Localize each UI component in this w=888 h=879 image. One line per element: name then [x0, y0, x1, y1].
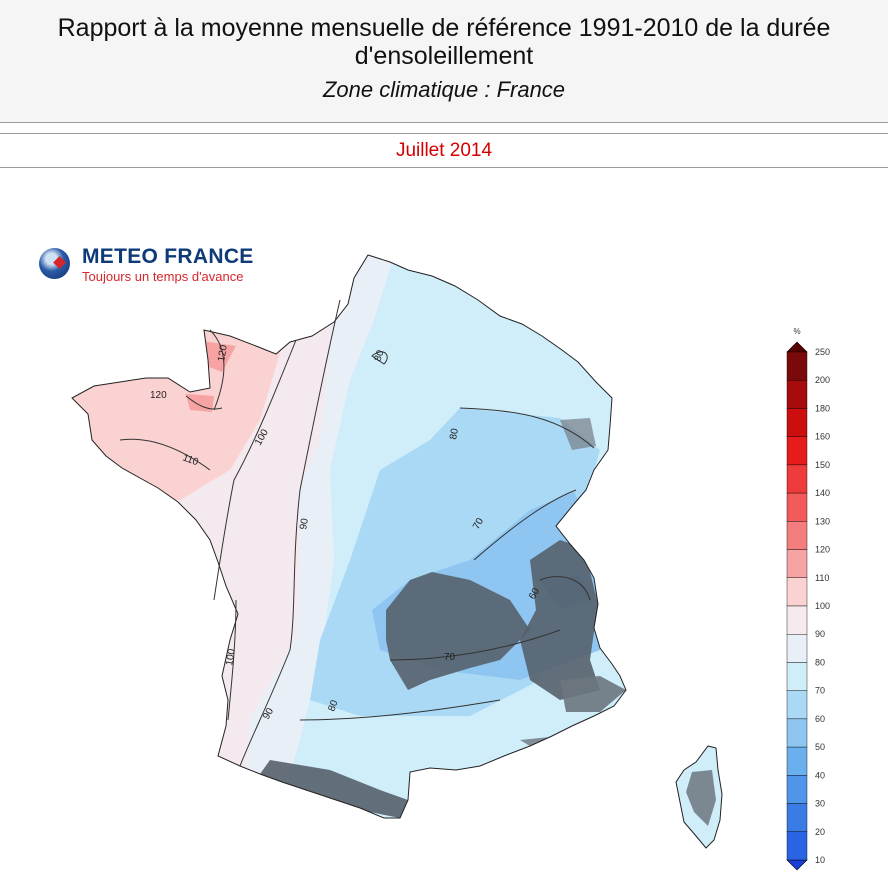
- contour-70a-line: [473, 489, 577, 561]
- divider-top: [0, 133, 888, 134]
- title-line-1: Rapport à la moyenne mensuelle de référe…: [57, 14, 831, 42]
- header: Rapport à la moyenne mensuelle de référe…: [0, 0, 888, 123]
- mainland-france-fill: [72, 255, 626, 818]
- contour-100b-line: [227, 599, 237, 721]
- contour-label-70a: 70: [471, 516, 486, 532]
- contour-label-80a: 80: [372, 348, 386, 363]
- contour-label-80c: 80: [326, 698, 340, 713]
- contour-60-line: [539, 576, 591, 601]
- contour-80c-line: [299, 699, 501, 721]
- contour-labels: 120 120 110 100 100 90 90 80 80 80 70 70…: [150, 344, 542, 722]
- title-line-2: d'ensoleillement: [354, 42, 534, 70]
- contour-100a-line: [213, 339, 297, 601]
- contour-label-100b: 100: [224, 648, 238, 667]
- date-label: Juillet 2014: [395, 140, 493, 161]
- contour-label-90a: 90: [298, 517, 311, 530]
- contour-90b-line: [239, 649, 291, 767]
- logo-name: METEO FRANCE: [82, 245, 254, 268]
- contour-80b-line: [459, 407, 595, 449]
- corsica-border: [675, 745, 723, 849]
- contour-label-80b: 80: [448, 427, 461, 440]
- contour-label-120: 120: [216, 344, 230, 363]
- contour-110-line: [119, 438, 211, 471]
- france-sunshine-map: 120 120 110 100 100 90 90 80 80 80 70 70…: [71, 254, 723, 849]
- meteo-france-logo: METEO FRANCE Toujours un temps d'avance: [39, 245, 279, 285]
- contour-120b-line: [185, 395, 223, 410]
- contour-90a-line: [289, 299, 341, 651]
- contour-70b-line: [389, 629, 561, 661]
- contour-label-120b: 120: [150, 390, 167, 401]
- contour-label-90b: 90: [261, 706, 276, 722]
- logo-tagline: Toujours un temps d'avance: [82, 269, 244, 284]
- contour-120-line: [209, 329, 225, 411]
- contour-80a-line: [371, 351, 388, 365]
- meteo-france-emblem-icon: [39, 248, 70, 279]
- subtitle: Zone climatique : France: [322, 77, 566, 102]
- divider-bottom: [0, 167, 888, 168]
- contour-label-70b: 70: [444, 652, 456, 663]
- france-border: [71, 254, 627, 819]
- contour-lines: [119, 299, 595, 767]
- contour-label-60: 60: [527, 586, 542, 602]
- contour-label-110: 110: [181, 452, 200, 468]
